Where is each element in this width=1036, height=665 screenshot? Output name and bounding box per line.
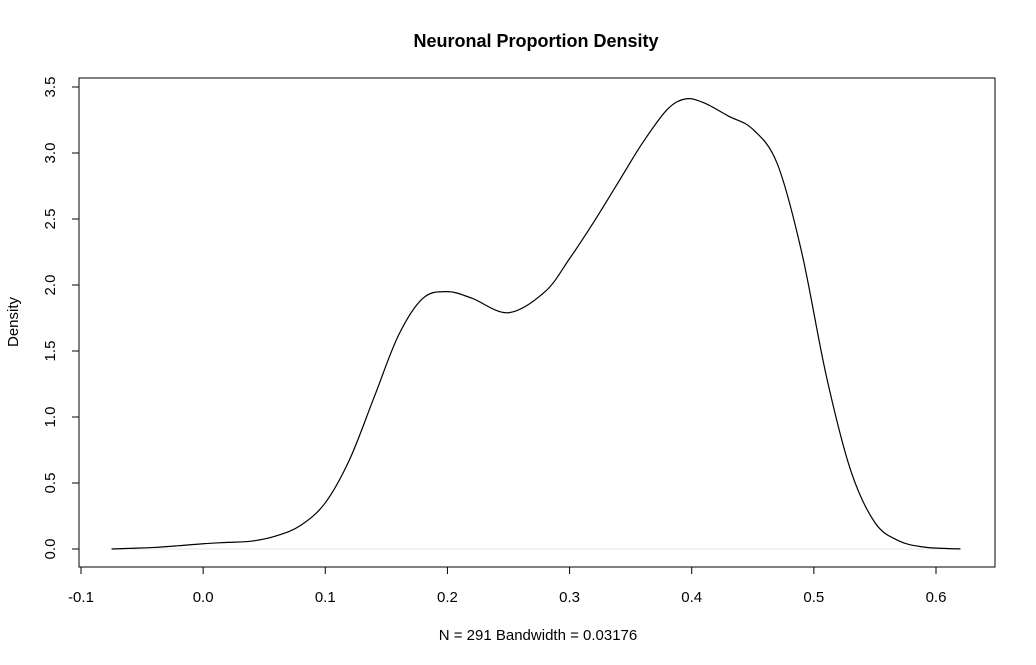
y-tick-label: 0.5	[42, 473, 59, 494]
y-tick-label: 1.5	[42, 341, 59, 362]
x-axis: -0.1 0.0 0.1 0.2 0.3 0.4 0.5 0.6	[68, 566, 947, 606]
x-axis-label: N = 291 Bandwidth = 0.03176	[439, 627, 638, 644]
y-tick-label: 0.0	[42, 539, 59, 560]
x-tick-label: -0.1	[68, 589, 94, 606]
x-tick-label: 0.1	[315, 589, 336, 606]
y-tick-label: 3.5	[42, 77, 59, 98]
x-tick-label: 0.4	[681, 589, 702, 606]
y-tick-label: 2.0	[42, 275, 59, 296]
x-tick-label: 0.3	[559, 589, 580, 606]
plot-frame	[78, 77, 996, 568]
y-axis-label: Density	[5, 296, 22, 347]
y-tick-label: 2.5	[42, 209, 59, 230]
y-axis: 0.0 0.5 1.0 1.5 2.0 2.5 3.0 3.5	[42, 77, 80, 560]
chart-title: Neuronal Proportion Density	[413, 31, 658, 51]
density-curve	[111, 98, 961, 550]
x-tick-label: 0.6	[926, 589, 947, 606]
x-tick-label: 0.2	[437, 589, 458, 606]
x-tick-label: 0.5	[803, 589, 824, 606]
x-tick-label: 0.0	[193, 589, 214, 606]
y-tick-label: 1.0	[42, 407, 59, 428]
y-tick-label: 3.0	[42, 143, 59, 164]
